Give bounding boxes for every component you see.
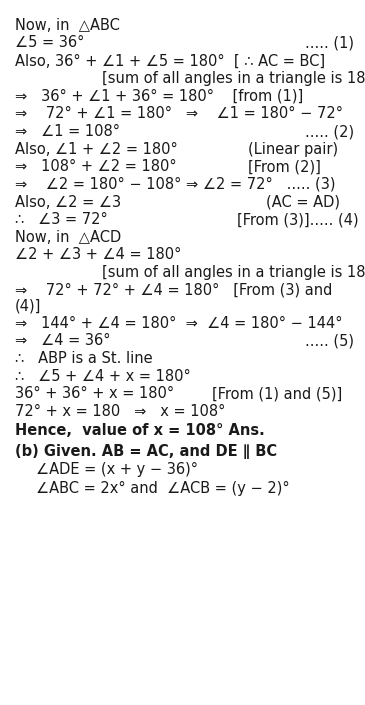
- Text: [sum of all angles in a triangle is 180°]: [sum of all angles in a triangle is 180°…: [102, 71, 365, 86]
- Text: ⇒   144° + ∠4 = 180°  ⇒  ∠4 = 180° − 144°: ⇒ 144° + ∠4 = 180° ⇒ ∠4 = 180° − 144°: [15, 316, 342, 331]
- Text: Now, in  △ABC: Now, in △ABC: [15, 18, 119, 32]
- Text: 72° + x = 180   ⇒   x = 108°: 72° + x = 180 ⇒ x = 108°: [15, 404, 225, 419]
- Text: [From (2)]: [From (2)]: [248, 159, 321, 174]
- Text: (4)]: (4)]: [15, 298, 41, 313]
- Text: ⇒   36° + ∠1 + 36° = 180°    [from (1)]: ⇒ 36° + ∠1 + 36° = 180° [from (1)]: [15, 89, 303, 104]
- Text: ⇒   ∠1 = 108°: ⇒ ∠1 = 108°: [15, 124, 120, 139]
- Text: Also, ∠1 + ∠2 = 180°: Also, ∠1 + ∠2 = 180°: [15, 142, 177, 157]
- Text: Now, in  △ACD: Now, in △ACD: [15, 230, 121, 245]
- Text: Hence,  value of x = 108° Ans.: Hence, value of x = 108° Ans.: [15, 423, 264, 438]
- Text: ..... (1): ..... (1): [305, 35, 354, 50]
- Text: [From (3)]..... (4): [From (3)]..... (4): [237, 212, 359, 227]
- Text: Also, ∠2 = ∠3: Also, ∠2 = ∠3: [15, 195, 121, 209]
- Text: ⇒   ∠4 = 36°: ⇒ ∠4 = 36°: [15, 333, 110, 348]
- Text: ⇒    ∠2 = 180° − 108° ⇒ ∠2 = 72°   ..... (3): ⇒ ∠2 = 180° − 108° ⇒ ∠2 = 72° ..... (3): [15, 177, 335, 192]
- Text: ⇒   108° + ∠2 = 180°: ⇒ 108° + ∠2 = 180°: [15, 159, 176, 174]
- Text: ∠2 + ∠3 + ∠4 = 180°: ∠2 + ∠3 + ∠4 = 180°: [15, 247, 181, 262]
- Text: ..... (2): ..... (2): [305, 124, 354, 139]
- Text: (AC = AD): (AC = AD): [266, 195, 341, 209]
- Text: ∠5 = 36°: ∠5 = 36°: [15, 35, 84, 50]
- Text: ∴   ABP is a St. line: ∴ ABP is a St. line: [15, 351, 152, 366]
- Text: (Linear pair): (Linear pair): [248, 142, 338, 157]
- Text: ∴   ∠3 = 72°: ∴ ∠3 = 72°: [15, 212, 107, 227]
- Text: Also, 36° + ∠1 + ∠5 = 180°  [ ∴ AC = BC]: Also, 36° + ∠1 + ∠5 = 180° [ ∴ AC = BC]: [15, 54, 325, 68]
- Text: [sum of all angles in a triangle is 180°]: [sum of all angles in a triangle is 180°…: [102, 265, 365, 280]
- Text: ∠ADE = (x + y − 36)°: ∠ADE = (x + y − 36)°: [36, 462, 199, 477]
- Text: ⇒    72° + 72° + ∠4 = 180°   [From (3) and: ⇒ 72° + 72° + ∠4 = 180° [From (3) and: [15, 283, 332, 298]
- Text: (b) Given. AB = AC, and DE ∥ BC: (b) Given. AB = AC, and DE ∥ BC: [15, 444, 277, 459]
- Text: 36° + 36° + x = 180°: 36° + 36° + x = 180°: [15, 386, 174, 401]
- Text: ..... (5): ..... (5): [305, 333, 354, 348]
- Text: ∠ABC = 2x° and  ∠ACB = (y − 2)°: ∠ABC = 2x° and ∠ACB = (y − 2)°: [36, 481, 290, 496]
- Text: ⇒    72° + ∠1 = 180°   ⇒    ∠1 = 180° − 72°: ⇒ 72° + ∠1 = 180° ⇒ ∠1 = 180° − 72°: [15, 106, 343, 121]
- Text: [From (1) and (5)]: [From (1) and (5)]: [212, 386, 342, 401]
- Text: ∴   ∠5 + ∠4 + x = 180°: ∴ ∠5 + ∠4 + x = 180°: [15, 369, 191, 384]
